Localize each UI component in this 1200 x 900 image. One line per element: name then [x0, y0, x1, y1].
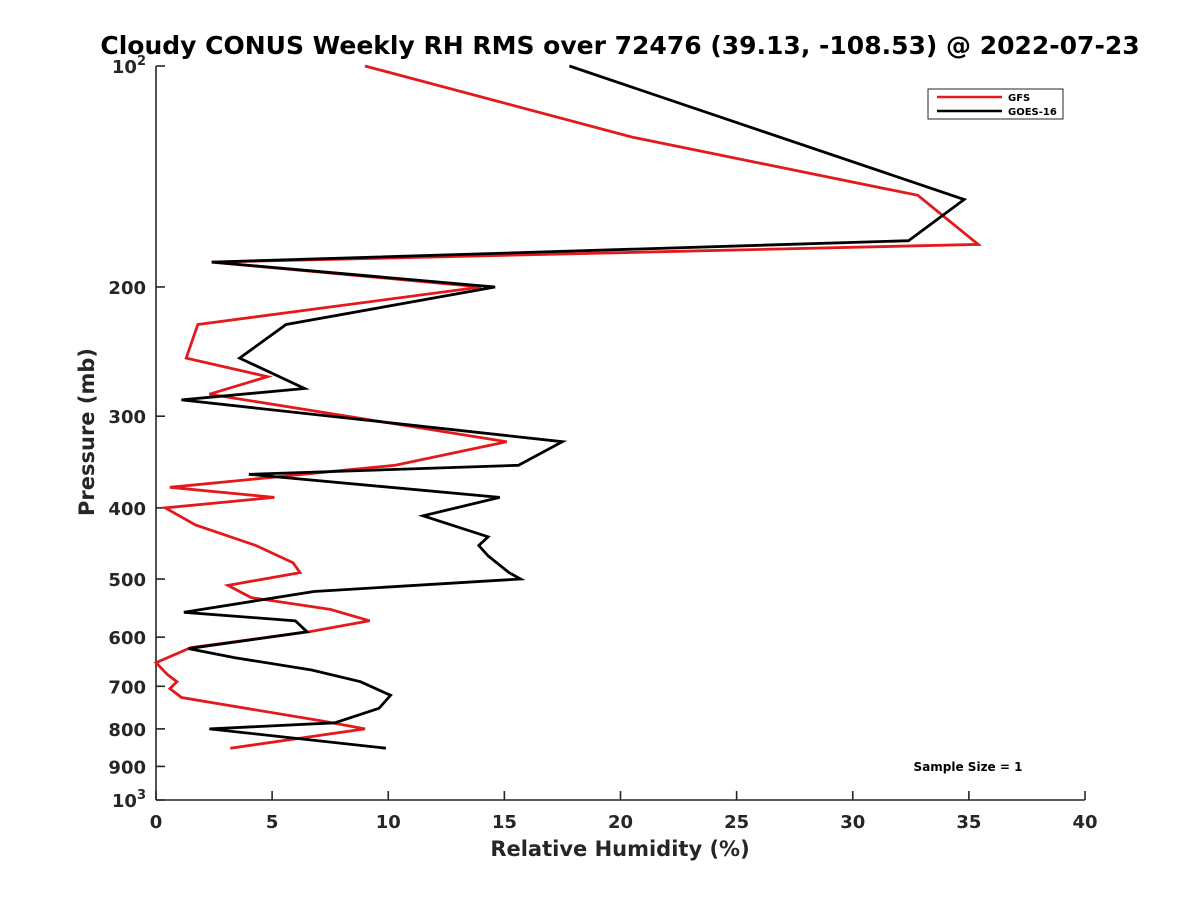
x-tick-label: 5: [266, 812, 279, 833]
y-tick-label: 500: [108, 570, 146, 591]
y-tick-label: 200: [108, 278, 146, 299]
y-axis-label: Pressure (mb): [75, 348, 99, 516]
y-tick-label: 700: [108, 677, 146, 698]
sample-size-annotation: Sample Size = 1: [914, 760, 1023, 774]
x-tick-label: 25: [724, 812, 749, 833]
y-tick-label: 400: [108, 499, 146, 520]
y-tick-label: 900: [108, 757, 146, 778]
legend-box: [927, 88, 1064, 120]
y-tick-label: 300: [108, 407, 146, 428]
y-tick-label: 600: [108, 628, 146, 649]
y-tick-label: 102: [112, 54, 146, 78]
y-tick-label: 103: [112, 788, 146, 812]
legend-label-goes-16: GOES-16: [1008, 107, 1057, 118]
y-axis-ticks: 102 200 300 400 500 600 700 800 900 103: [108, 54, 165, 812]
x-tick-label: 15: [492, 812, 517, 833]
x-tick-label: 10: [376, 812, 401, 833]
x-tick-label: 20: [608, 812, 633, 833]
legend-label-gfs: GFS: [1008, 93, 1030, 104]
legend: GFS GOES-16: [927, 88, 1064, 120]
plot-area: 0 5 10 15 20 25 30 35 40 102 200 300 400 500 600 700 80…: [108, 54, 1097, 833]
x-tick-label: 35: [956, 812, 981, 833]
x-tick-label: 40: [1072, 812, 1097, 833]
series-line-gfs: [153, 64, 983, 750]
x-axis-label: Relative Humidity (%): [490, 837, 749, 861]
x-axis-ticks: 0 5 10 15 20 25 30 35 40: [150, 791, 1098, 833]
x-tick-label: 0: [150, 812, 163, 833]
series-line-goes-16: [181, 64, 968, 750]
series-layer: [153, 64, 983, 750]
y-tick-label: 800: [108, 720, 146, 741]
x-tick-label: 30: [840, 812, 865, 833]
chart-title: Cloudy CONUS Weekly RH RMS over 72476 (3…: [100, 31, 1139, 60]
